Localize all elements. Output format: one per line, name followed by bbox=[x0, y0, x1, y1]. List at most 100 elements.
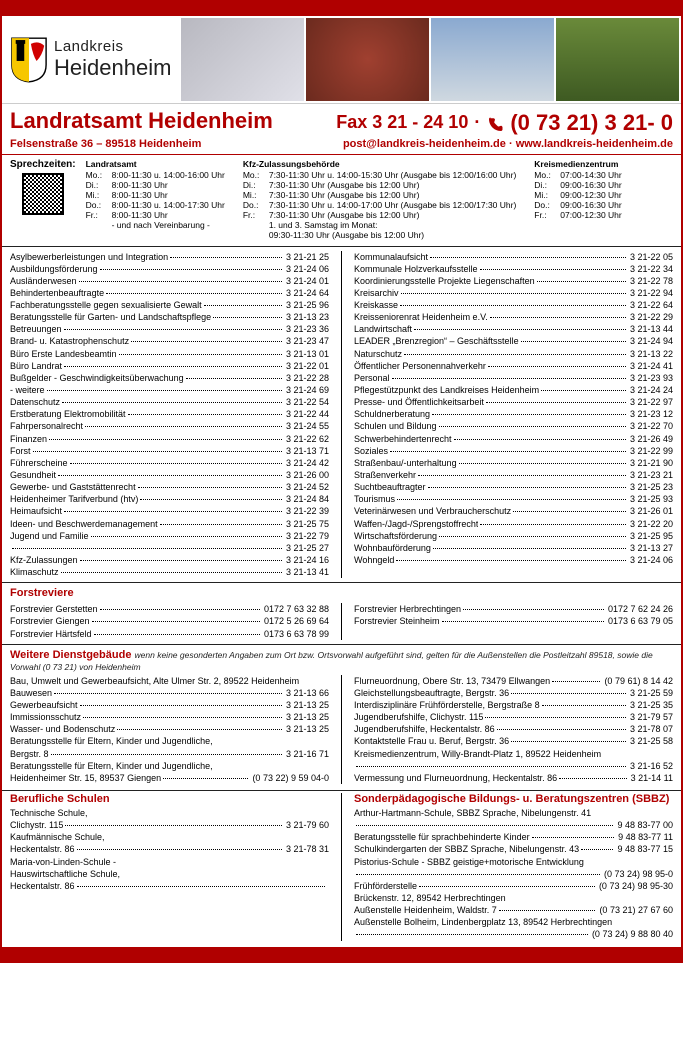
entry-label: Tourismus bbox=[354, 493, 395, 505]
leader-dots bbox=[204, 305, 282, 306]
entry-label: Forstrevier Steinheim bbox=[354, 615, 440, 627]
hours-day: Mo.: bbox=[243, 170, 265, 180]
entry-label: Suchtbeauftragter bbox=[354, 481, 426, 493]
entry-number: 3 21-22 44 bbox=[284, 408, 329, 420]
entry-label: Heckentalstr. 86 bbox=[10, 843, 75, 855]
entry-label: Ausbildungsförderung bbox=[10, 263, 98, 275]
entry-number: 3 21-26 01 bbox=[628, 505, 673, 517]
entry-number: 0172 5 26 69 64 bbox=[262, 615, 329, 627]
directory-right: Kommunalaufsicht3 21-22 05Kommunale Holz… bbox=[341, 251, 673, 579]
directory-entry: Kfz-Zulassungen3 21-24 16 bbox=[10, 554, 329, 566]
directory-left: Asylbewerberleistungen und Integration3 … bbox=[10, 251, 329, 579]
entry-label: Veterinärwesen und Verbraucherschutz bbox=[354, 505, 511, 517]
leader-dots bbox=[33, 451, 282, 452]
leader-dots bbox=[356, 825, 613, 826]
plain-line: Beratungsstelle für Eltern, Kinder und J… bbox=[10, 735, 329, 747]
entry-label: Jugendberufshilfe, Heckentalstr. 86 bbox=[354, 723, 495, 735]
hours-day bbox=[243, 230, 265, 240]
entry-label: Flurneuordnung, Obere Str. 13, 73479 Ell… bbox=[354, 675, 550, 687]
entry-label: Kreisarchiv bbox=[354, 287, 399, 299]
entry-number: 3 21-24 16 bbox=[284, 554, 329, 566]
directory-entry: Asylbewerberleistungen und Integration3 … bbox=[10, 251, 329, 263]
contact-line: Fax 3 21 - 24 10 · (0 73 21) 3 21- 0 bbox=[336, 110, 673, 136]
leader-dots bbox=[65, 825, 282, 826]
plain-line: Technische Schule, bbox=[10, 807, 329, 819]
entry-number: 3 21-25 75 bbox=[284, 518, 329, 530]
logo-box: Landkreis Heidenheim bbox=[2, 16, 179, 103]
entry-number: (0 73 24) 98 95-0 bbox=[602, 868, 673, 880]
entry-label: Bergstr. 8 bbox=[10, 748, 49, 760]
leader-dots bbox=[356, 874, 600, 875]
entry-number: 3 21-26 00 bbox=[284, 469, 329, 481]
entry-number: 3 21-25 59 bbox=[628, 687, 673, 699]
hours-time: 8:00-11:30 u. 14:00-16:00 Uhr bbox=[112, 170, 225, 180]
hours-time: 09:30-11:30 Uhr (Ausgabe bis 12:00 Uhr) bbox=[269, 230, 424, 240]
leader-dots bbox=[64, 511, 282, 512]
leader-dots bbox=[432, 414, 626, 415]
phone-number: (0 73 21) 3 21- 0 bbox=[510, 110, 673, 136]
entry-label: Clichystr. 115 bbox=[10, 819, 63, 831]
entry-number: 3 21-22 05 bbox=[628, 251, 673, 263]
hours-day bbox=[86, 220, 108, 230]
directory-entry: Schuldnerberatung3 21-23 12 bbox=[354, 408, 673, 420]
leader-dots bbox=[61, 572, 282, 573]
entry-label: Pflegestützpunkt des Landkreises Heidenh… bbox=[354, 384, 539, 396]
entry-number: 3 21-24 42 bbox=[284, 457, 329, 469]
separator-dot: · bbox=[509, 138, 513, 150]
entry-number: 3 21-22 29 bbox=[628, 311, 673, 323]
brand-text: Landkreis Heidenheim bbox=[54, 38, 171, 81]
hours-day: Mo.: bbox=[86, 170, 108, 180]
hours-column: LandratsamtMo.:8:00-11:30 u. 14:00-16:00… bbox=[86, 159, 225, 240]
leader-dots bbox=[80, 705, 282, 706]
entry-label: Betreuungen bbox=[10, 323, 62, 335]
entry-label: Heimaufsicht bbox=[10, 505, 62, 517]
directory-entry: Personal3 21-23 93 bbox=[354, 372, 673, 384]
leader-dots bbox=[77, 886, 325, 887]
entry-number: (0 79 61) 8 14 42 bbox=[602, 675, 673, 687]
weitere-title: Weitere Dienstgebäude bbox=[10, 649, 131, 661]
entry-number: 3 21-23 47 bbox=[284, 335, 329, 347]
directory-entry: Forst3 21-13 71 bbox=[10, 445, 329, 457]
entry-label: Gewerbeaufsicht bbox=[10, 699, 78, 711]
leader-dots bbox=[94, 634, 260, 635]
entry-number: 3 21-24 64 bbox=[284, 287, 329, 299]
entry-number: 3 21-13 27 bbox=[628, 542, 673, 554]
entry-number: 3 21-24 06 bbox=[628, 554, 673, 566]
hours-time: 7:30-11:30 Uhr u. 14:00-17:00 Uhr (Ausga… bbox=[269, 200, 516, 210]
entry-label: Kontaktstelle Frau u. Beruf, Bergstr. 36 bbox=[354, 735, 509, 747]
directory-entry: Naturschutz3 21-13 22 bbox=[354, 348, 673, 360]
leader-dots bbox=[163, 778, 248, 779]
leader-dots bbox=[54, 693, 282, 694]
entry-number: 3 21-22 62 bbox=[284, 433, 329, 445]
directory-entry: Ideen- und Beschwerdemanagement3 21-25 7… bbox=[10, 518, 329, 530]
hours-day: Do.: bbox=[86, 200, 108, 210]
leader-dots bbox=[486, 402, 626, 403]
entry-label: Straßenverkehr bbox=[354, 469, 416, 481]
entry-number: 3 21-24 52 bbox=[284, 481, 329, 493]
entry-number: 0172 7 63 32 88 bbox=[262, 603, 329, 615]
plain-line: Bau, Umwelt und Gewerbeaufsicht, Alte Ul… bbox=[10, 675, 329, 687]
phone-icon bbox=[486, 116, 504, 134]
entry-label: Außenstelle Heidenheim, Waldstr. 7 bbox=[354, 904, 497, 916]
directory-entry: Fahrpersonalrecht3 21-24 55 bbox=[10, 420, 329, 432]
header-images bbox=[179, 16, 681, 103]
entry-number: 3 21-21 90 bbox=[628, 457, 673, 469]
leader-dots bbox=[401, 293, 626, 294]
entry-label: Kreiskasse bbox=[354, 299, 398, 311]
website: www.landkreis-heidenheim.de bbox=[516, 138, 673, 150]
directory-entry: Gesundheit3 21-26 00 bbox=[10, 469, 329, 481]
hours-day: Di.: bbox=[243, 180, 265, 190]
entry-label: Soziales bbox=[354, 445, 388, 457]
hours-day: Mi.: bbox=[534, 190, 556, 200]
entry-label: Waffen-/Jagd-/Sprengstoffrecht bbox=[354, 518, 478, 530]
directory-entry: Veterinärwesen und Verbraucherschutz 3 21… bbox=[354, 505, 673, 517]
hours-row: Fr.:8:00-11:30 Uhr bbox=[86, 210, 225, 220]
leader-dots bbox=[541, 390, 626, 391]
entry-label: Schwerbehindertenrecht bbox=[354, 433, 452, 445]
leader-dots bbox=[392, 378, 626, 379]
leader-dots bbox=[70, 463, 282, 464]
directory-entry: Ausländerwesen3 21-24 01 bbox=[10, 275, 329, 287]
hours-time: 07:00-12:30 Uhr bbox=[560, 210, 621, 220]
hours-column: KreismedienzentrumMo.:07:00-14:30 UhrDi.… bbox=[534, 159, 621, 240]
directory-entry: LEADER „Brenzregion“ – Geschäftsstelle3 … bbox=[354, 335, 673, 347]
